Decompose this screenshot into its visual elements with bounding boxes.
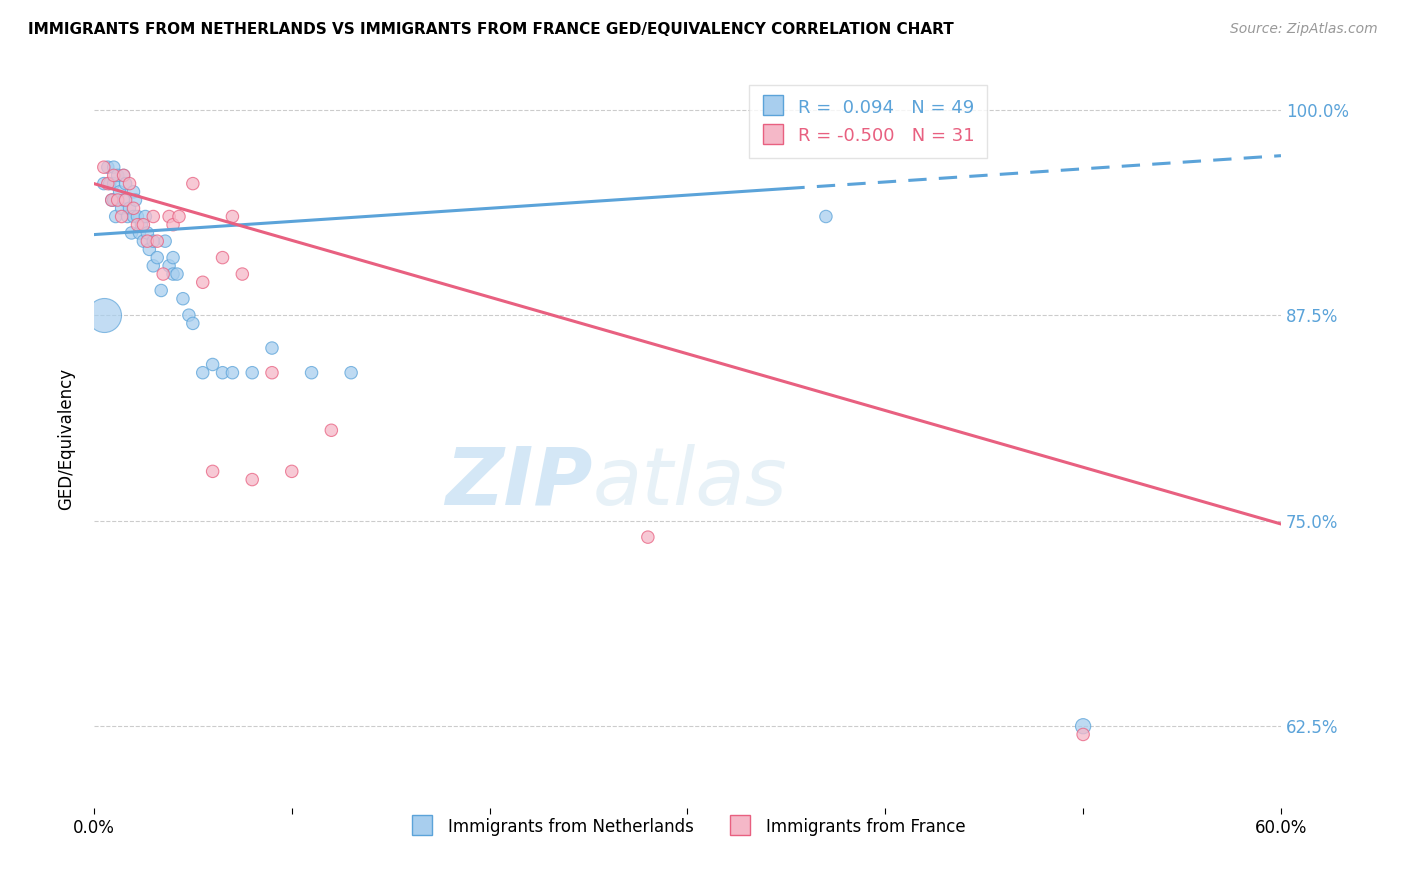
Point	[124, 193, 146, 207]
Point	[118, 202, 141, 216]
Point	[103, 193, 125, 207]
Point	[340, 366, 363, 380]
Point	[157, 210, 180, 224]
Point	[128, 226, 150, 240]
Point	[260, 366, 283, 380]
Point	[146, 251, 169, 265]
Point	[231, 267, 253, 281]
Point	[181, 317, 204, 331]
Point	[162, 267, 184, 281]
Point	[281, 464, 304, 478]
Point	[211, 366, 233, 380]
Point	[114, 193, 136, 207]
Point	[181, 177, 204, 191]
Point	[177, 308, 200, 322]
Point	[100, 193, 122, 207]
Point	[112, 169, 135, 183]
Point	[131, 218, 153, 232]
Point	[167, 210, 190, 224]
Point	[107, 193, 129, 207]
Point	[111, 202, 134, 216]
Point	[127, 210, 149, 224]
Point	[104, 210, 127, 224]
Point	[157, 259, 180, 273]
Point	[142, 210, 165, 224]
Point	[117, 210, 139, 224]
Point	[111, 210, 134, 224]
Point	[118, 177, 141, 191]
Point	[152, 267, 174, 281]
Text: ZIP: ZIP	[446, 444, 592, 522]
Point	[240, 473, 263, 487]
Legend: Immigrants from Netherlands, Immigrants from France: Immigrants from Netherlands, Immigrants …	[401, 810, 973, 845]
Point	[1071, 719, 1094, 733]
Point	[97, 160, 120, 174]
Point	[221, 366, 243, 380]
Point	[166, 267, 188, 281]
Point	[122, 185, 145, 199]
Point	[112, 193, 135, 207]
Point	[260, 341, 283, 355]
Point	[211, 251, 233, 265]
Point	[134, 210, 156, 224]
Text: atlas: atlas	[592, 444, 787, 522]
Y-axis label: GED/Equivalency: GED/Equivalency	[58, 368, 75, 509]
Point	[201, 464, 224, 478]
Point	[1071, 727, 1094, 741]
Point	[93, 160, 115, 174]
Point	[112, 169, 135, 183]
Point	[127, 218, 149, 232]
Point	[121, 226, 143, 240]
Point	[221, 210, 243, 224]
Point	[191, 366, 214, 380]
Point	[107, 169, 129, 183]
Point	[142, 234, 165, 248]
Point	[142, 259, 165, 273]
Point	[814, 210, 837, 224]
Point	[150, 284, 173, 298]
Point	[114, 177, 136, 191]
Point	[321, 423, 343, 437]
Point	[136, 234, 159, 248]
Point	[132, 218, 155, 232]
Point	[637, 530, 659, 544]
Point	[103, 160, 125, 174]
Point	[162, 251, 184, 265]
Point	[191, 275, 214, 289]
Point	[146, 234, 169, 248]
Point	[93, 177, 115, 191]
Point	[172, 292, 194, 306]
Point	[100, 193, 122, 207]
Point	[103, 177, 125, 191]
Text: Source: ZipAtlas.com: Source: ZipAtlas.com	[1230, 22, 1378, 37]
Point	[201, 358, 224, 372]
Point	[122, 210, 145, 224]
Point	[108, 185, 131, 199]
Point	[103, 169, 125, 183]
Point	[93, 308, 115, 322]
Point	[162, 218, 184, 232]
Point	[138, 243, 160, 257]
Text: IMMIGRANTS FROM NETHERLANDS VS IMMIGRANTS FROM FRANCE GED/EQUIVALENCY CORRELATIO: IMMIGRANTS FROM NETHERLANDS VS IMMIGRANT…	[28, 22, 953, 37]
Point	[136, 226, 159, 240]
Point	[98, 177, 121, 191]
Point	[97, 177, 120, 191]
Point	[153, 234, 176, 248]
Point	[132, 234, 155, 248]
Point	[240, 366, 263, 380]
Point	[122, 202, 145, 216]
Point	[301, 366, 323, 380]
